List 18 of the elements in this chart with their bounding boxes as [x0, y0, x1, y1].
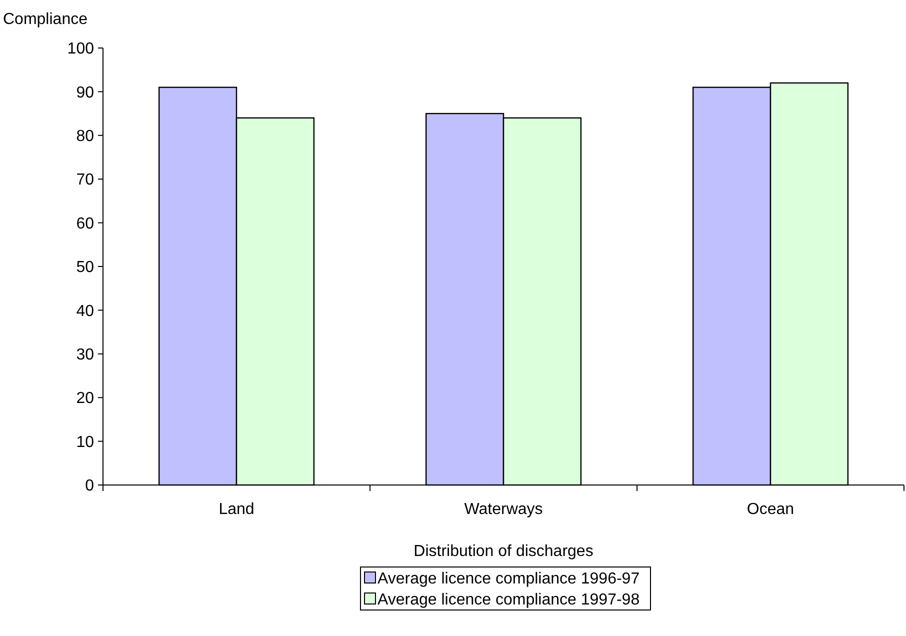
y-tick-label: 80 [76, 128, 94, 145]
y-axis-title: Compliance [3, 11, 88, 28]
y-tick-label: 30 [76, 346, 94, 364]
y-tick-label: 20 [76, 390, 94, 408]
y-tick-label: 10 [76, 434, 94, 451]
x-tick-label: Ocean [746, 501, 794, 518]
x-axis-title: Distribution of discharges [414, 543, 594, 560]
x-tick-label: Land [218, 501, 254, 518]
y-tick-label: 40 [76, 302, 94, 320]
legend-label: Average licence compliance 1997-98 [378, 592, 640, 609]
legend-label: Average licence compliance 1996-97 [378, 570, 640, 588]
y-tick-label: 50 [76, 259, 94, 276]
y-tick-label: 0 [85, 478, 94, 495]
y-tick-label: 90 [76, 84, 94, 102]
y-tick-label: 60 [76, 215, 94, 232]
y-tick-label: 100 [67, 40, 94, 58]
y-tick-label: 70 [76, 172, 94, 189]
x-tick-label: Waterways [464, 501, 543, 518]
